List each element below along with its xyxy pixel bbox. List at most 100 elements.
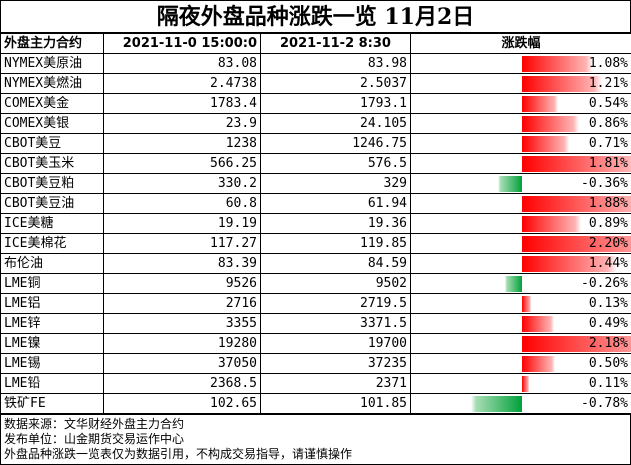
price-change-table: 外盘主力合约 2021-11-0 15:00:0 2021-11-2 8:30 … xyxy=(0,33,631,414)
current-price: 101.85 xyxy=(260,393,411,414)
prev-price: 83.39 xyxy=(103,253,261,274)
table-row: LME镍 19280 19700 2.18% xyxy=(0,333,631,354)
change-bar-negative xyxy=(498,176,522,192)
change-percent-label: 1.88% xyxy=(588,196,628,211)
header-change-pct: 涨跌幅 xyxy=(410,33,631,54)
current-price: 19.36 xyxy=(260,213,411,234)
contract-name: ICE美糖 xyxy=(0,213,104,234)
change-bar-positive xyxy=(522,296,531,312)
prev-price: 102.65 xyxy=(103,393,261,414)
contract-name: ICE美棉花 xyxy=(0,233,104,254)
prev-price: 1238 xyxy=(103,133,261,154)
change-percent-label: 0.54% xyxy=(588,96,628,111)
change-cell: 0.49% xyxy=(410,313,631,334)
contract-name: LME铅 xyxy=(0,373,104,394)
table-row: 布伦油 83.39 84.59 1.44% xyxy=(0,253,631,274)
current-price: 37235 xyxy=(260,353,411,374)
change-percent-label: 2.20% xyxy=(588,236,628,251)
change-percent-label: 0.50% xyxy=(588,356,628,371)
table-row: COMEX美金 1783.4 1793.1 0.54% xyxy=(0,93,631,114)
change-cell: 1.44% xyxy=(410,253,631,274)
change-bar-positive xyxy=(522,76,602,92)
change-percent-label: -0.78% xyxy=(581,396,628,411)
table-row: CBOT美玉米 566.25 576.5 1.81% xyxy=(0,153,631,174)
change-bar-negative xyxy=(504,276,522,292)
table-header-row: 外盘主力合约 2021-11-0 15:00:0 2021-11-2 8:30 … xyxy=(0,33,631,54)
change-cell: -0.36% xyxy=(410,173,631,194)
change-percent-label: 0.71% xyxy=(588,136,628,151)
current-price: 3371.5 xyxy=(260,313,411,334)
current-price: 119.85 xyxy=(260,233,411,254)
current-price: 1793.1 xyxy=(260,93,411,114)
prev-price: 566.25 xyxy=(103,153,261,174)
table-row: LME铅 2368.5 2371 0.11% xyxy=(0,373,631,394)
change-cell: 2.18% xyxy=(410,333,631,354)
contract-name: LME铝 xyxy=(0,293,104,314)
current-price: 19700 xyxy=(260,333,411,354)
change-bar-positive xyxy=(522,356,555,372)
prev-price: 19280 xyxy=(103,333,261,354)
change-bar-positive xyxy=(522,196,631,212)
current-price: 1246.75 xyxy=(260,133,411,154)
current-price: 24.105 xyxy=(260,113,411,134)
change-bar-positive xyxy=(522,116,579,132)
change-percent-label: 2.18% xyxy=(588,336,628,351)
table-row: NYMEX美原油 83.08 83.98 1.08% xyxy=(0,53,631,74)
current-price: 61.94 xyxy=(260,193,411,214)
change-bar-positive xyxy=(522,216,581,232)
change-cell: 0.11% xyxy=(410,373,631,394)
contract-name: CBOT美豆粕 xyxy=(0,173,104,194)
contract-name: 布伦油 xyxy=(0,253,104,274)
table-row: LME锌 3355 3371.5 0.49% xyxy=(0,313,631,334)
change-cell: 0.89% xyxy=(410,213,631,234)
change-bar-positive xyxy=(522,256,618,272)
contract-name: LME锌 xyxy=(0,313,104,334)
change-bar-positive xyxy=(522,316,555,332)
change-cell: 1.08% xyxy=(410,53,631,74)
table-row: LME铜 9526 9502 -0.26% xyxy=(0,273,631,294)
contract-name: COMEX美金 xyxy=(0,93,104,114)
contract-name: LME锡 xyxy=(0,353,104,374)
change-percent-label: 0.89% xyxy=(588,216,628,231)
change-percent-label: 1.08% xyxy=(588,56,628,71)
current-price: 2.5037 xyxy=(260,73,411,94)
current-price: 576.5 xyxy=(260,153,411,174)
change-cell: 0.86% xyxy=(410,113,631,134)
change-percent-label: 0.13% xyxy=(588,296,628,311)
prev-price: 3355 xyxy=(103,313,261,334)
contract-name: COMEX美银 xyxy=(0,113,104,134)
change-percent-label: 0.49% xyxy=(588,316,628,331)
change-bar-positive xyxy=(522,336,631,352)
prev-price: 83.08 xyxy=(103,53,261,74)
prev-price: 19.19 xyxy=(103,213,261,234)
current-price: 84.59 xyxy=(260,253,411,274)
change-percent-label: -0.36% xyxy=(581,176,628,191)
change-bar-positive xyxy=(522,156,631,172)
change-cell: 1.88% xyxy=(410,193,631,214)
current-price: 9502 xyxy=(260,273,411,294)
footer-notes: 数据来源：文华财经外盘主力合约 发布单位：山金期货交易运作中心 外盘品种涨跌一览… xyxy=(0,414,631,465)
change-percent-label: 1.81% xyxy=(588,156,628,171)
table-row: CBOT美豆 1238 1246.75 0.71% xyxy=(0,133,631,154)
contract-name: NYMEX美燃油 xyxy=(0,73,104,94)
prev-price: 2.4738 xyxy=(103,73,261,94)
change-percent-label: 1.44% xyxy=(588,256,628,271)
change-cell: 0.54% xyxy=(410,93,631,114)
change-bar-positive xyxy=(522,136,569,152)
change-cell: 0.13% xyxy=(410,293,631,314)
prev-price: 1783.4 xyxy=(103,93,261,114)
header-contract: 外盘主力合约 xyxy=(0,33,104,54)
contract-name: LME镍 xyxy=(0,333,104,354)
current-price: 2719.5 xyxy=(260,293,411,314)
contract-name: CBOT美玉米 xyxy=(0,153,104,174)
change-cell: 2.20% xyxy=(410,233,631,254)
table-row: COMEX美银 23.9 24.105 0.86% xyxy=(0,113,631,134)
change-cell: 0.50% xyxy=(410,353,631,374)
table-row: ICE美糖 19.19 19.36 0.89% xyxy=(0,213,631,234)
table-row: CBOT美豆油 60.8 61.94 1.88% xyxy=(0,193,631,214)
current-price: 329 xyxy=(260,173,411,194)
prev-price: 330.2 xyxy=(103,173,261,194)
prev-price: 2368.5 xyxy=(103,373,261,394)
contract-name: CBOT美豆 xyxy=(0,133,104,154)
table-row: LME铝 2716 2719.5 0.13% xyxy=(0,293,631,314)
